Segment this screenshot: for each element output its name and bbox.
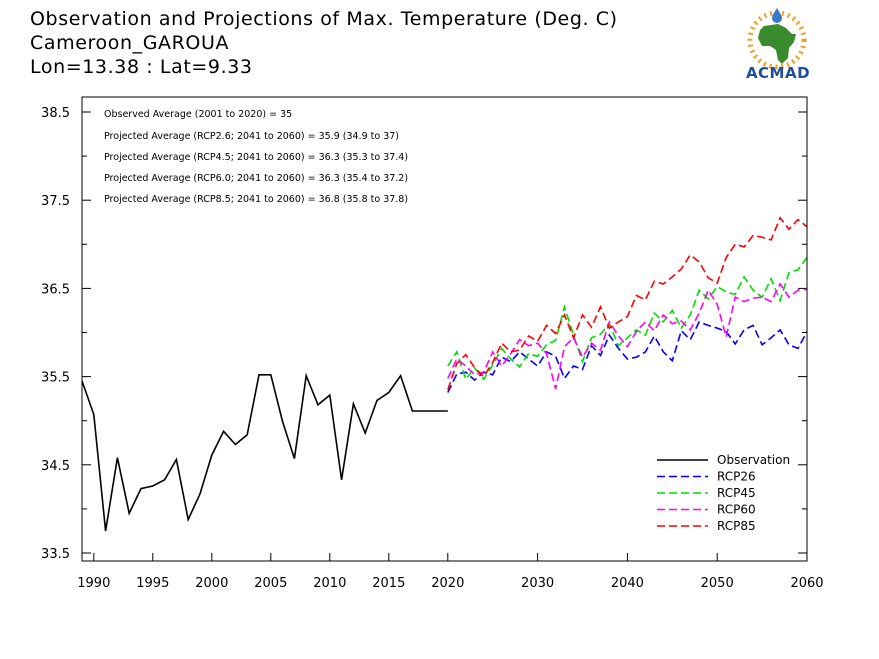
- xtick-label: 2040: [611, 576, 644, 591]
- xtick-label: 2030: [521, 576, 554, 591]
- series-line-rcp85: [447, 216, 808, 391]
- station-name: Cameroon_GAROUA: [30, 32, 230, 54]
- ytick-label: 38.5: [41, 106, 70, 121]
- ytick-label: 35.5: [41, 371, 70, 386]
- legend-label-rcp45: RCP45: [717, 486, 756, 500]
- legend-label-rcp60: RCP60: [717, 503, 756, 517]
- station-coordinates: Lon=13.38 : Lat=9.33: [30, 56, 253, 78]
- series-line-observation: [81, 372, 448, 532]
- series-line-rcp45: [447, 257, 808, 381]
- xtick-label: 2005: [254, 576, 287, 591]
- plot-frame: [81, 96, 808, 562]
- xtick-label: 2015: [372, 576, 405, 591]
- xtick-label: 2010: [313, 576, 346, 591]
- xtick-label: 2000: [195, 576, 228, 591]
- xtick-label: 1990: [77, 576, 110, 591]
- series-line-rcp60: [447, 282, 808, 390]
- annotation-rcp26-average: Projected Average (RCP2.6; 2041 to 2060)…: [104, 131, 399, 142]
- acmad-logo-text: ACMAD: [745, 64, 811, 82]
- annotation-rcp45-average: Projected Average (RCP4.5; 2041 to 2060)…: [104, 152, 408, 163]
- chart-title: Observation and Projections of Max. Temp…: [30, 8, 618, 30]
- africa-map-icon: [758, 24, 796, 64]
- xtick-label: 2020: [431, 576, 464, 591]
- ytick-label: 34.5: [41, 459, 70, 474]
- legend-label-rcp85: RCP85: [717, 519, 756, 533]
- legend-label-rcp26: RCP26: [717, 470, 756, 484]
- annotation-observed-average: Observed Average (2001 to 2020) = 35: [104, 109, 292, 120]
- xtick-label: 2060: [790, 576, 823, 591]
- annotation-rcp85-average: Projected Average (RCP8.5; 2041 to 2060)…: [104, 194, 408, 205]
- xtick-label: 2050: [701, 576, 734, 591]
- ytick-label: 37.5: [41, 194, 70, 209]
- annotation-rcp60-average: Projected Average (RCP6.0; 2041 to 2060)…: [104, 173, 408, 184]
- water-drop-icon: [772, 8, 782, 23]
- ytick-label: 33.5: [41, 547, 70, 562]
- legend-label-observation: Observation: [717, 453, 790, 467]
- series-line-rcp26: [447, 320, 808, 393]
- acmad-logo: [747, 8, 807, 70]
- xtick-label: 1995: [136, 576, 169, 591]
- legend: Observation RCP26 RCP45 RCP60 RCP85: [657, 453, 790, 533]
- ytick-label: 36.5: [41, 282, 70, 297]
